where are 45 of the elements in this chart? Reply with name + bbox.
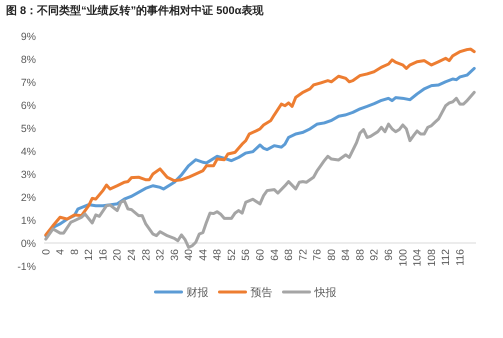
x-tick-label: 100	[397, 248, 410, 267]
x-tick-label: 24	[126, 248, 138, 261]
x-tick-label: 104	[412, 248, 424, 267]
x-tick-label: 20	[112, 248, 124, 261]
x-tick-label: 76	[312, 248, 324, 261]
x-tick-label: 28	[140, 248, 152, 261]
x-tick-label: 36	[168, 248, 181, 261]
x-tick-label: 52	[226, 248, 238, 261]
x-tick-label: 12	[83, 248, 96, 261]
y-tick-label: 3%	[20, 169, 36, 181]
y-tick-label: 9%	[20, 31, 36, 43]
y-tick-label: 1%	[20, 215, 36, 227]
x-tick-label: 4	[54, 248, 67, 255]
x-tick-label: 8	[68, 248, 81, 255]
y-tick-label: -1%	[17, 261, 36, 273]
y-tick-label: 4%	[20, 146, 36, 158]
y-tick-label: 0%	[20, 238, 36, 250]
legend-label: 财报	[186, 286, 208, 299]
x-tick-label: 72	[297, 248, 310, 261]
x-tick-label: 84	[340, 248, 352, 261]
x-tick-label: 108	[426, 248, 438, 267]
x-tick-label: 88	[354, 248, 366, 261]
x-tick-label: 48	[212, 248, 224, 261]
y-tick-label: 8%	[20, 54, 36, 66]
x-tick-label: 112	[440, 248, 452, 266]
x-tick-label: 32	[154, 248, 167, 261]
x-tick-label: 56	[240, 248, 252, 261]
x-tick-label: 40	[183, 248, 196, 261]
x-tick-label: 64	[268, 248, 281, 261]
x-tick-label: 80	[326, 248, 338, 261]
x-tick-label: 116	[454, 248, 466, 266]
x-tick-label: 16	[97, 248, 110, 261]
y-tick-label: 7%	[20, 77, 36, 89]
y-tick-label: 5%	[20, 123, 36, 135]
y-tick-label: 2%	[20, 192, 36, 204]
legend-label: 预告	[250, 286, 272, 299]
legend-label: 快报	[314, 286, 336, 299]
y-tick-label: 6%	[20, 100, 36, 112]
x-tick-label: 0	[40, 248, 52, 255]
x-tick-label: 92	[368, 248, 381, 261]
chart-title: 图 8：不同类型“业绩反转”的事件相对中证 500α表现	[6, 4, 264, 17]
x-tick-label: 60	[254, 248, 266, 261]
x-tick-label: 68	[283, 248, 296, 261]
x-tick-label: 44	[197, 248, 210, 261]
x-tick-label: 96	[383, 248, 396, 261]
